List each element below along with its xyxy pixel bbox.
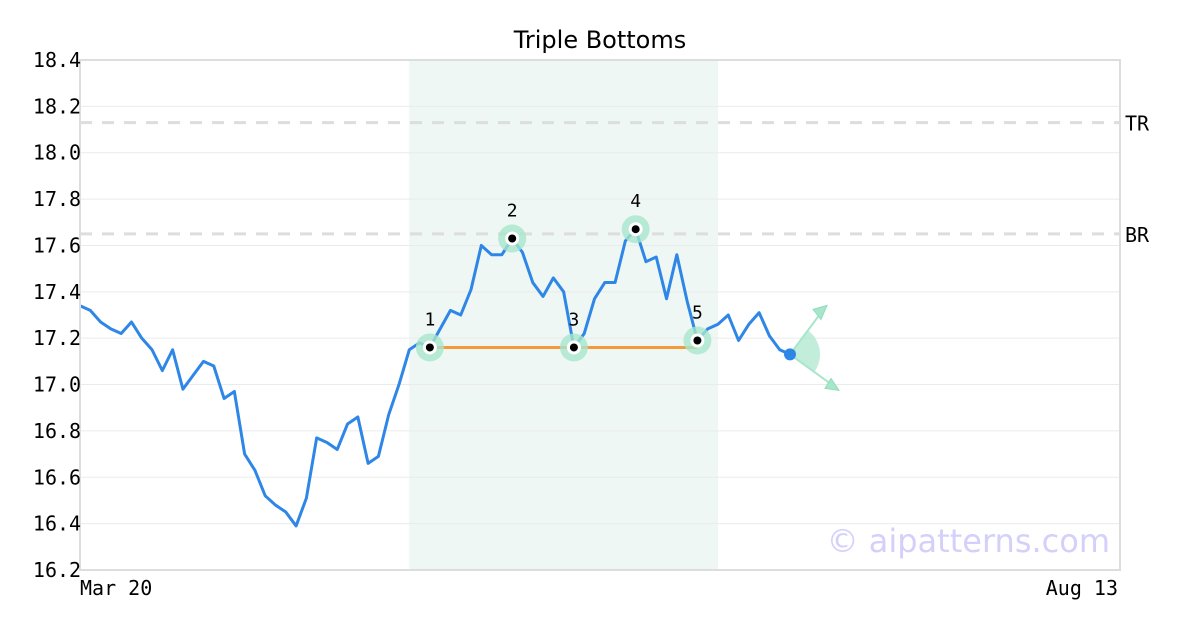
- pattern-point-label: 2: [507, 201, 518, 222]
- y-tick-label: 17.2: [33, 326, 81, 350]
- projection-arrows: [784, 304, 841, 392]
- pattern-point-label: 5: [692, 303, 703, 324]
- last-price-point: [784, 348, 797, 361]
- y-tick-label: 17.4: [33, 280, 81, 304]
- plot-frame: [79, 59, 1121, 571]
- projection-wedge: [790, 330, 821, 373]
- y-tick-label: 17.6: [33, 233, 81, 257]
- x-tick-start: Mar 20: [80, 576, 152, 600]
- pattern-markers: 1 2 3 4 5: [415, 191, 712, 362]
- y-tick-label: 16.2: [33, 558, 81, 582]
- y-axis: 16.2 16.4 16.6 16.8 17.0 17.2 17.4 17.6 17.8 18.0…: [33, 48, 81, 582]
- pattern-point-label: 1: [424, 309, 435, 330]
- y-tick-label: 17.0: [33, 373, 81, 397]
- arrow-down-head: [824, 377, 841, 392]
- chart-title: Triple Bottoms: [513, 26, 687, 54]
- pattern-region: [409, 60, 718, 570]
- watermark: © aipatterns.com: [827, 522, 1110, 560]
- y-tick-label: 18.0: [33, 141, 81, 165]
- pattern-point-label: 4: [630, 191, 641, 212]
- arrow-up-head: [812, 304, 828, 321]
- y-tick-label: 16.4: [33, 512, 81, 536]
- reference-label-tr: TR: [1125, 112, 1150, 136]
- x-tick-end: Aug 13: [1046, 576, 1118, 600]
- reference-lines: TR BR: [80, 112, 1150, 247]
- pattern-point-label: 3: [568, 309, 579, 330]
- reference-label-br: BR: [1125, 223, 1150, 247]
- y-tick-label: 18.2: [33, 94, 81, 118]
- y-tick-label: 16.6: [33, 465, 81, 489]
- pattern-point: [631, 225, 640, 234]
- pattern-point: [693, 336, 702, 345]
- pattern-point: [425, 343, 434, 352]
- y-tick-label: 16.8: [33, 419, 81, 443]
- pattern-point: [569, 343, 578, 352]
- pattern-point: [508, 234, 517, 243]
- y-tick-label: 18.4: [33, 48, 81, 72]
- y-tick-label: 17.8: [33, 187, 81, 211]
